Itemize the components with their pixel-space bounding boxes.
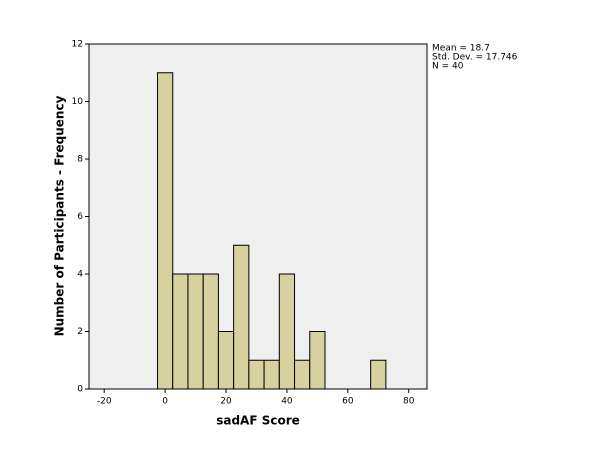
y-tick-label: 8 bbox=[77, 155, 83, 165]
bar bbox=[157, 72, 174, 390]
y-tick-label: 0 bbox=[77, 385, 83, 395]
bar bbox=[217, 331, 235, 390]
bar bbox=[233, 244, 250, 390]
bar bbox=[278, 273, 296, 390]
x-tick-label: -20 bbox=[97, 397, 112, 407]
stats-line: N = 40 bbox=[432, 62, 464, 72]
y-tick-label: 10 bbox=[72, 97, 84, 107]
y-axis-label: Number of Participants - Frequency bbox=[53, 95, 67, 336]
bar bbox=[202, 273, 219, 390]
x-tick-label: 20 bbox=[220, 397, 232, 407]
x-tick-label: 60 bbox=[342, 397, 354, 407]
bar bbox=[248, 359, 265, 390]
y-tick-label: 4 bbox=[77, 270, 83, 280]
y-tick-label: 6 bbox=[77, 212, 83, 222]
y-tick-label: 2 bbox=[77, 327, 83, 337]
x-tick-label: 0 bbox=[162, 397, 168, 407]
bar bbox=[370, 359, 387, 390]
bar bbox=[294, 359, 311, 390]
bar bbox=[172, 273, 189, 390]
x-axis-label: sadAF Score bbox=[216, 414, 300, 428]
bar bbox=[187, 273, 204, 390]
bar bbox=[309, 331, 326, 390]
bar bbox=[263, 359, 280, 390]
y-tick-label: 12 bbox=[72, 40, 83, 50]
x-tick-label: 80 bbox=[403, 397, 415, 407]
stats-line: Mean = 18.7 bbox=[432, 44, 490, 54]
x-tick-label: 40 bbox=[281, 397, 293, 407]
stats-line: Std. Dev. = 17.746 bbox=[432, 53, 518, 63]
plot-area bbox=[88, 43, 428, 390]
